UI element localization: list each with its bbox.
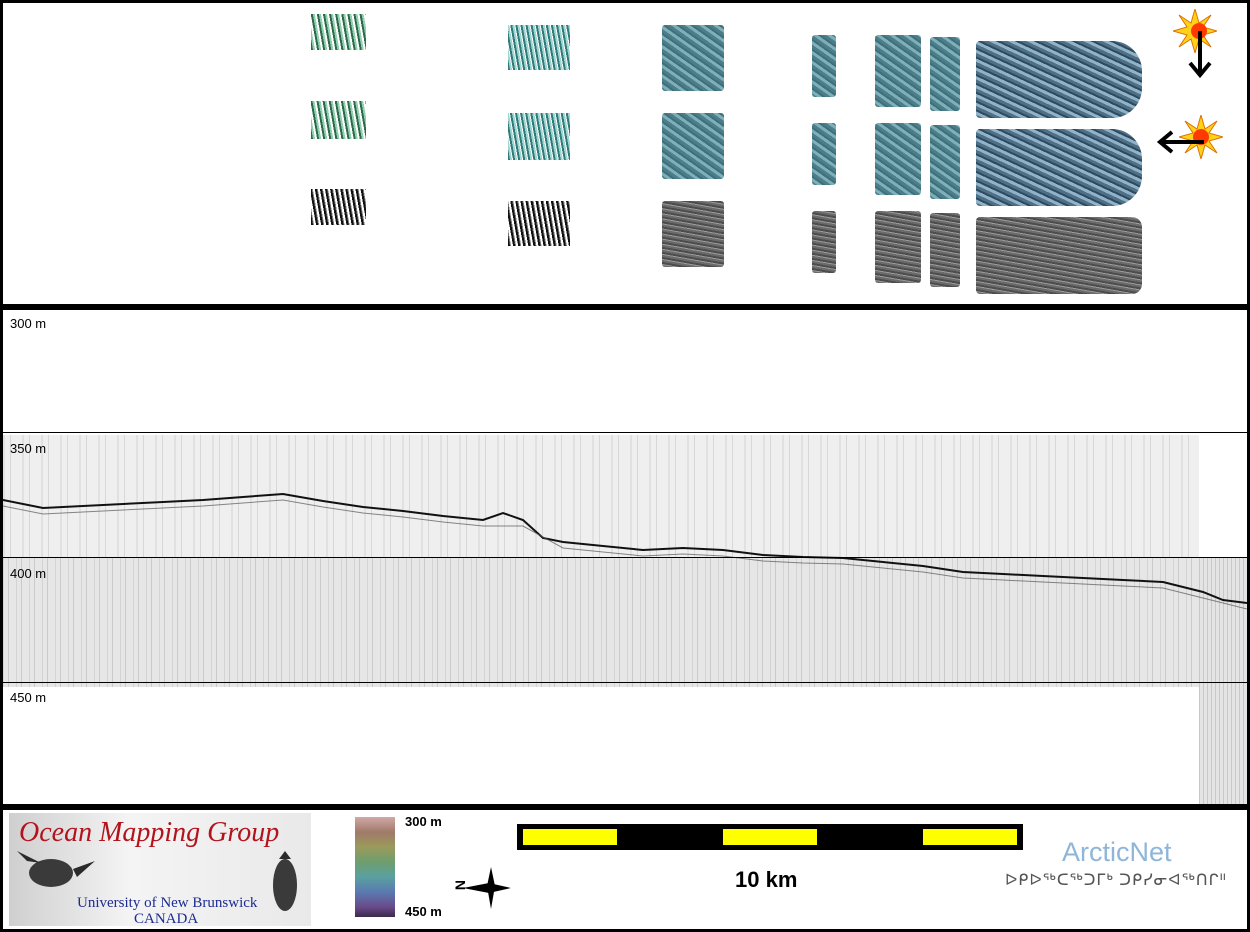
depth-gridline <box>3 557 1247 558</box>
backscatter-tile <box>508 201 570 246</box>
mosaic-tile <box>875 123 921 195</box>
mosaic-tile <box>812 35 836 97</box>
mosaic-tile <box>976 41 1142 118</box>
colorbar-bottom-label: 450 m <box>405 904 442 919</box>
scale-bar <box>517 824 1023 850</box>
backscatter-tile <box>930 213 960 287</box>
mosaic-tile <box>662 113 724 179</box>
mosaic-tile <box>976 129 1142 206</box>
mosaic-panel <box>3 3 1247 304</box>
backscatter-tile <box>662 201 724 267</box>
seafloor-trace <box>3 492 1247 610</box>
mosaic-tile <box>662 25 724 91</box>
arcticnet-syllabics: ᐅᑭᐅᖅᑕᖅᑐᒥᒃ ᑐᑭᓯᓂᐊᖅᑎᒋᐦ <box>1005 872 1227 889</box>
scale-segment <box>723 829 817 845</box>
mosaic-tile <box>875 35 921 107</box>
footer-panel: Ocean Mapping Group University of New Br… <box>3 810 1247 929</box>
depth-label-450: 450 m <box>10 690 47 705</box>
mosaic-tile <box>930 37 960 111</box>
mosaic-tile <box>311 101 366 139</box>
arrow-down-icon <box>1188 31 1212 79</box>
depth-gridline <box>3 682 1247 683</box>
north-arrow-icon: N <box>449 865 513 916</box>
scale-label: 10 km <box>735 867 798 892</box>
arrow-left-icon <box>1156 130 1204 154</box>
depth-gridline <box>3 432 1247 433</box>
depth-label-400: 400 m <box>10 566 47 581</box>
backscatter-tile <box>812 211 836 273</box>
logo-country: CANADA <box>134 911 199 927</box>
scale-segment <box>523 829 617 845</box>
depth-profile-panel: 300 m 350 m 400 m 450 m <box>3 310 1247 804</box>
depth-colorbar <box>355 817 395 917</box>
depth-label-350: 350 m <box>10 441 47 456</box>
seabed-creature-icon <box>17 851 95 887</box>
north-letter: N <box>452 879 469 891</box>
backscatter-tile <box>311 189 366 225</box>
logo-university: University of New Brunswick <box>77 895 258 911</box>
backscatter-tile <box>976 217 1142 294</box>
arcticnet-logo: ArcticNet <box>1062 837 1172 867</box>
mosaic-tile <box>508 113 570 160</box>
seabed-creature-icon <box>273 851 297 911</box>
mosaic-tile <box>311 14 366 50</box>
mosaic-tile <box>930 125 960 199</box>
ocean-mapping-group-logo: Ocean Mapping Group University of New Br… <box>9 813 311 927</box>
depth-label-300: 300 m <box>10 316 47 331</box>
scale-segment <box>923 829 1017 845</box>
echogram-noise <box>3 558 1247 687</box>
mosaic-tile <box>508 25 570 70</box>
backscatter-tile <box>875 211 921 283</box>
colorbar-top-label: 300 m <box>405 814 442 829</box>
mosaic-tile <box>812 123 836 185</box>
logo-title: Ocean Mapping Group <box>19 817 280 848</box>
